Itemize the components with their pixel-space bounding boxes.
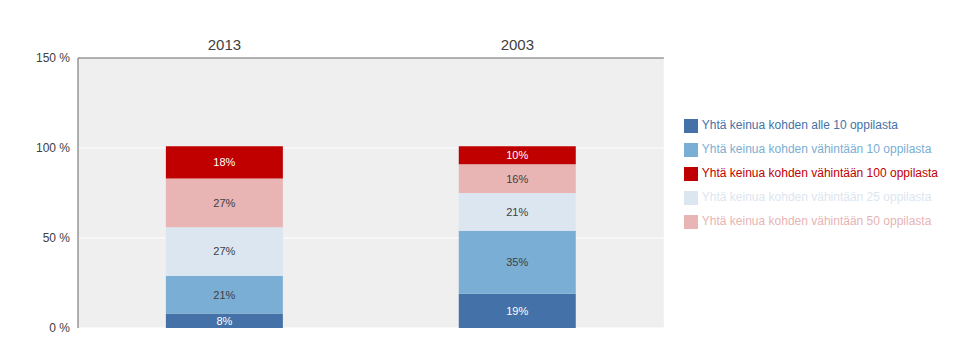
- svg-text:50 %: 50 %: [43, 231, 71, 245]
- svg-text:27%: 27%: [213, 197, 235, 209]
- svg-text:100 %: 100 %: [36, 141, 70, 155]
- html-text:Yhtä keinua kohden vähintään 1: Yhtä keinua kohden vähintään 10 oppilast…: [701, 142, 932, 156]
- html-text:Yhtä keinua kohden vähintään 1: Yhtä keinua kohden vähintään 100 oppilas…: [701, 166, 938, 180]
- html-text:Yhtä keinua kohden alle 10 opp: Yhtä keinua kohden alle 10 oppilasta: [701, 118, 898, 132]
- svg-text:35%: 35%: [506, 256, 528, 268]
- svg-text:16%: 16%: [506, 173, 528, 185]
- svg-text:150 %: 150 %: [36, 51, 70, 65]
- svg-text:2013: 2013: [208, 36, 241, 53]
- svg-text:10%: 10%: [506, 149, 528, 161]
- html-text:Yhtä keinua kohden vähintään 2: Yhtä keinua kohden vähintään 25 oppilast…: [701, 190, 932, 204]
- svg-text:27%: 27%: [213, 245, 235, 257]
- svg-text:8%: 8%: [216, 315, 232, 327]
- svg-text:21%: 21%: [506, 206, 528, 218]
- svg-text:19%: 19%: [506, 305, 528, 317]
- svg-text:2003: 2003: [501, 36, 534, 53]
- svg-text:21%: 21%: [213, 289, 235, 301]
- svg-text:0 %: 0 %: [49, 321, 70, 335]
- svg-text:18%: 18%: [213, 156, 235, 168]
- html-text:Yhtä keinua kohden vähintään 5: Yhtä keinua kohden vähintään 50 oppilast…: [701, 214, 932, 228]
